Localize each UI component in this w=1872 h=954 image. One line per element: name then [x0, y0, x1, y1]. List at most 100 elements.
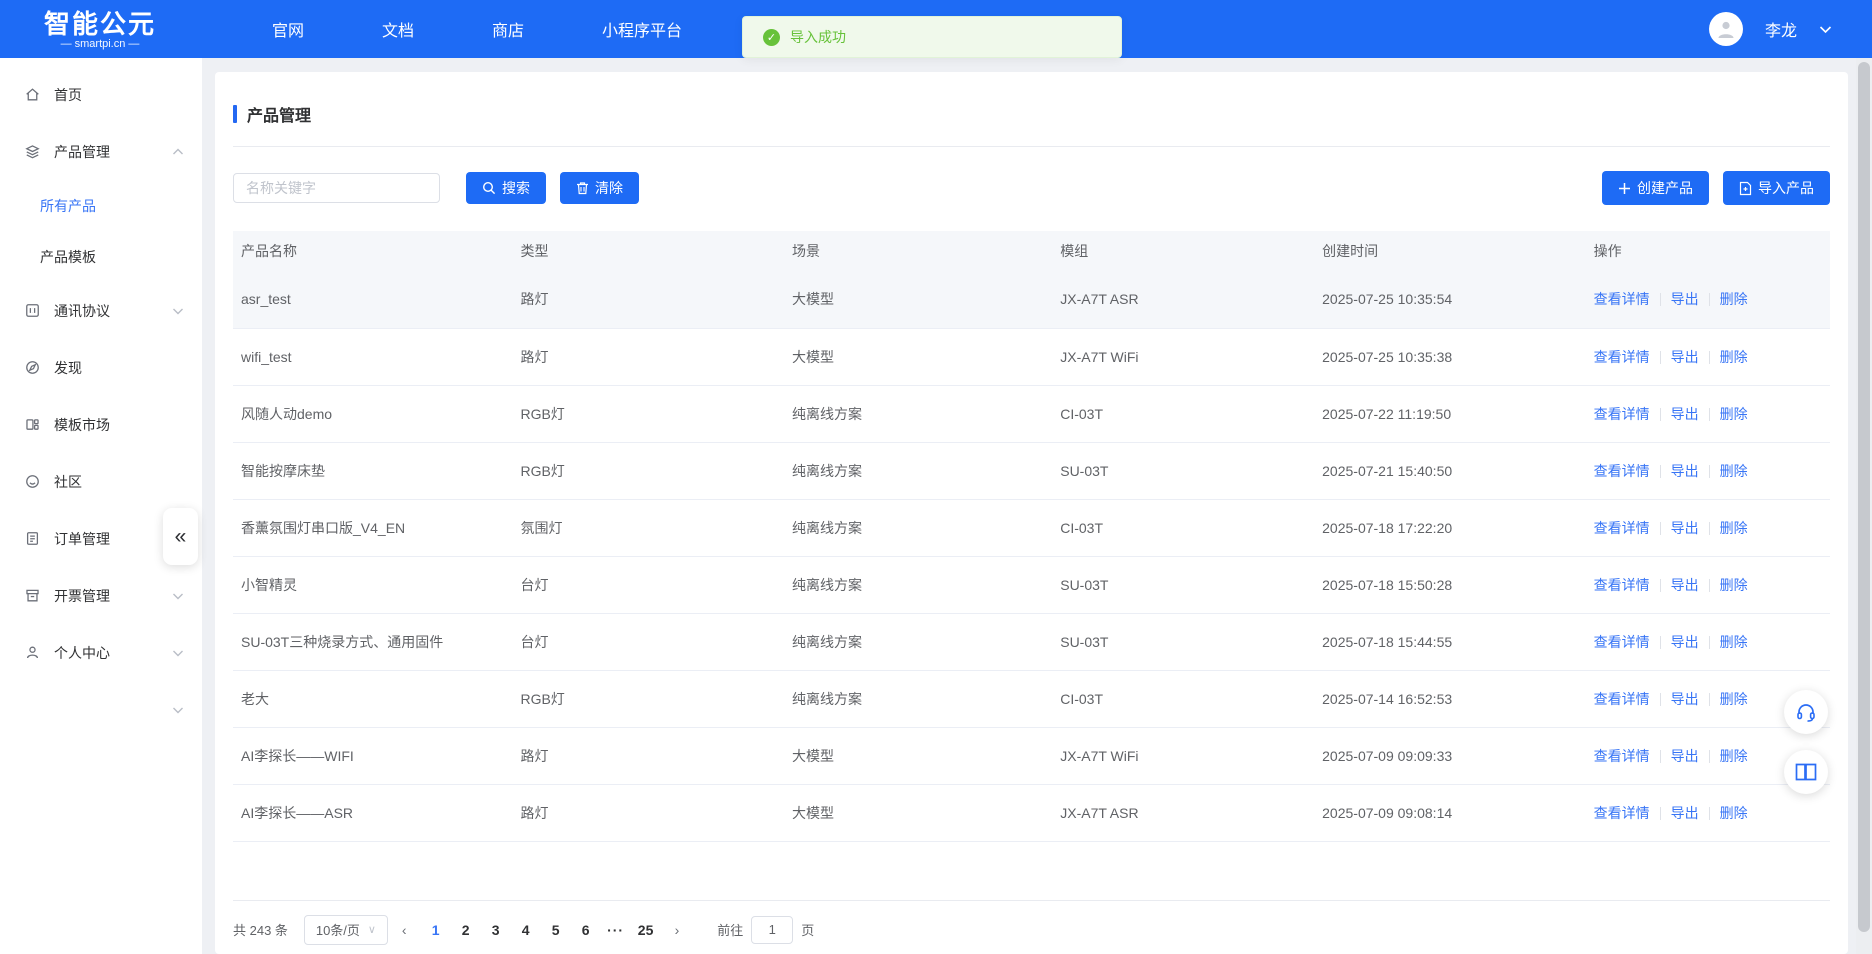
home-icon	[24, 86, 41, 103]
sidebar-collapse-button[interactable]: «	[163, 508, 198, 565]
delete-link[interactable]: 删除	[1719, 690, 1748, 707]
delete-link[interactable]: 删除	[1719, 747, 1748, 764]
delete-link[interactable]: 删除	[1719, 405, 1748, 422]
view-details-link[interactable]: 查看详情	[1593, 519, 1650, 536]
view-details-link[interactable]: 查看详情	[1593, 747, 1650, 764]
prev-page-button[interactable]: ‹	[401, 921, 407, 938]
cell-module: CI-03T	[1052, 385, 1315, 443]
user-menu[interactable]: 李龙	[1708, 0, 1832, 58]
sidebar-item-模板市场[interactable]: 模板市场	[0, 396, 202, 453]
delete-link[interactable]: 删除	[1719, 633, 1748, 650]
cell-type: 氛围灯	[512, 499, 784, 557]
search-button[interactable]: 搜索	[466, 172, 546, 204]
export-link[interactable]: 导出	[1670, 747, 1699, 764]
chevron-down-icon: ∨	[367, 924, 376, 936]
main-content: 产品管理 搜索	[202, 58, 1872, 954]
table-row: wifi_test 路灯 大模型 JX-A7T WiFi 2025-07-25 10:3…	[233, 328, 1830, 386]
delete-link[interactable]: 删除	[1719, 804, 1748, 821]
action-separator	[1708, 407, 1710, 421]
export-link[interactable]: 导出	[1670, 291, 1699, 308]
delete-link[interactable]: 删除	[1719, 291, 1748, 308]
cell-module: JX-A7T WiFi	[1052, 727, 1315, 785]
page-number-3[interactable]: 3	[491, 921, 500, 938]
scrollbar-thumb[interactable]	[1858, 62, 1870, 932]
top-nav-item[interactable]: 商店	[492, 23, 525, 40]
sidebar-item-产品管理[interactable]: 产品管理	[0, 123, 202, 180]
table-header: 产品名称 类型 场景 模组 创建时间 操作	[233, 231, 1830, 271]
sidebar-item-label: 产品模板	[40, 248, 96, 265]
view-details-link[interactable]: 查看详情	[1593, 633, 1650, 650]
view-details-link[interactable]: 查看详情	[1593, 405, 1650, 422]
sidebar-item-个人中心[interactable]: 个人中心	[0, 624, 202, 681]
action-separator	[1708, 635, 1710, 649]
top-nav-item[interactable]: 官网	[272, 23, 305, 40]
import-product-button[interactable]: 导入产品	[1723, 171, 1830, 205]
page-number-4[interactable]: 4	[521, 921, 530, 938]
export-link[interactable]: 导出	[1670, 576, 1699, 593]
column-header: 操作	[1585, 231, 1830, 271]
page-number-6[interactable]: 6	[581, 921, 590, 938]
view-details-link[interactable]: 查看详情	[1593, 576, 1650, 593]
sidebar-item-collapsed[interactable]	[0, 681, 202, 738]
sidebar-item-开票管理[interactable]: 开票管理	[0, 567, 202, 624]
view-details-link[interactable]: 查看详情	[1593, 804, 1650, 821]
sidebar-item-所有产品[interactable]: 所有产品	[0, 180, 202, 231]
sidebar-item-发现[interactable]: 发现	[0, 339, 202, 396]
cell-type: RGB灯	[512, 442, 784, 500]
pager-more[interactable]: ···	[607, 921, 625, 938]
view-details-link[interactable]: 查看详情	[1593, 690, 1650, 707]
sidebar-item-产品模板[interactable]: 产品模板	[0, 231, 202, 282]
table-row: SU-03T三种烧录方式、通用固件 台灯 纯离线方案 SU-03T 2025-07-18…	[233, 613, 1830, 671]
view-details-link[interactable]: 查看详情	[1593, 348, 1650, 365]
sidebar: 首页 产品管理 所有产品 产品模板 通讯协议 发现 模板市场 社区 订单管理 开票管理 个人…	[0, 58, 202, 954]
top-nav-item[interactable]: 文档	[382, 23, 415, 40]
template-icon	[24, 416, 41, 433]
delete-link[interactable]: 删除	[1719, 519, 1748, 536]
support-fab[interactable]	[1784, 690, 1828, 734]
page-number-5[interactable]: 5	[551, 921, 560, 938]
export-link[interactable]: 导出	[1670, 633, 1699, 650]
export-link[interactable]: 导出	[1670, 804, 1699, 821]
page-number-1[interactable]: 1	[431, 921, 440, 938]
top-nav-item[interactable]: 小程序平台	[602, 23, 683, 40]
sidebar-item-label: 开票管理	[54, 587, 110, 604]
delete-link[interactable]: 删除	[1719, 348, 1748, 365]
cell-scene: 纯离线方案	[783, 613, 1053, 671]
search-input[interactable]	[233, 173, 440, 203]
person-icon	[1718, 21, 1734, 38]
goto-page-input[interactable]	[751, 915, 794, 944]
next-page-button[interactable]: ›	[674, 921, 680, 938]
view-details-link[interactable]: 查看详情	[1593, 462, 1650, 479]
export-link[interactable]: 导出	[1670, 462, 1699, 479]
page-size-select[interactable]: 10条/页 ∨	[303, 914, 388, 945]
delete-link[interactable]: 删除	[1719, 576, 1748, 593]
sidebar-item-通讯协议[interactable]: 通讯协议	[0, 282, 202, 339]
export-link[interactable]: 导出	[1670, 519, 1699, 536]
toolbar: 搜索 清除 创建产品	[233, 171, 1830, 205]
cell-module: CI-03T	[1052, 499, 1315, 557]
sidebar-item-首页[interactable]: 首页	[0, 66, 202, 123]
cell-name: AI李探长——ASR	[233, 784, 513, 842]
action-separator	[1708, 749, 1710, 763]
export-link[interactable]: 导出	[1670, 405, 1699, 422]
docs-fab[interactable]	[1784, 750, 1828, 794]
action-separator	[1708, 578, 1710, 592]
cell-module: JX-A7T ASR	[1052, 271, 1315, 329]
create-product-button[interactable]: 创建产品	[1602, 171, 1709, 205]
cell-created: 2025-07-25 10:35:38	[1314, 328, 1586, 386]
clear-button[interactable]: 清除	[560, 172, 639, 204]
cell-actions: 查看详情 导出 删除	[1585, 271, 1830, 329]
export-link[interactable]: 导出	[1670, 348, 1699, 365]
action-separator	[1708, 464, 1710, 478]
delete-link[interactable]: 删除	[1719, 462, 1748, 479]
page-number-2[interactable]: 2	[461, 921, 470, 938]
avatar[interactable]	[1708, 12, 1743, 46]
export-link[interactable]: 导出	[1670, 690, 1699, 707]
page-scrollbar[interactable]	[1856, 58, 1872, 954]
view-details-link[interactable]: 查看详情	[1593, 291, 1650, 308]
action-separator	[1659, 749, 1661, 763]
page-number-25[interactable]: 25	[637, 921, 654, 938]
sidebar-item-社区[interactable]: 社区	[0, 453, 202, 510]
action-separator	[1659, 806, 1661, 820]
